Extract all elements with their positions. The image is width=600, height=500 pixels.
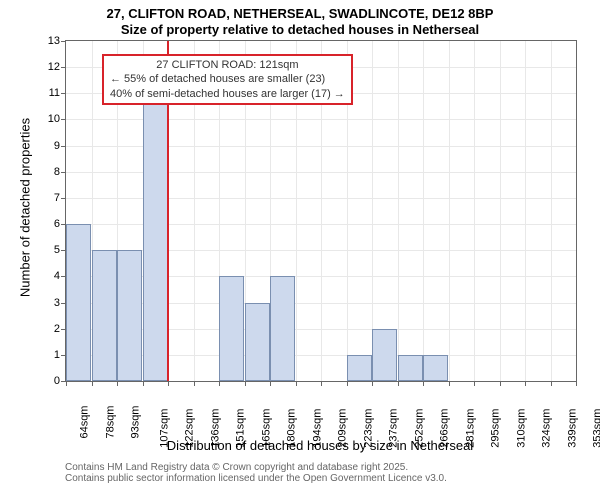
y-tick-mark bbox=[61, 172, 66, 173]
y-tick-mark bbox=[61, 119, 66, 120]
gridline-vertical bbox=[551, 41, 552, 381]
y-tick-mark bbox=[61, 41, 66, 42]
y-tick-mark bbox=[61, 198, 66, 199]
histogram-bar bbox=[270, 276, 295, 381]
y-tick-mark bbox=[61, 250, 66, 251]
x-tick-mark bbox=[525, 381, 526, 386]
footer-line-2: Contains public sector information licen… bbox=[65, 473, 447, 484]
gridline-vertical bbox=[474, 41, 475, 381]
histogram-bar bbox=[92, 250, 117, 381]
title-line-1: 27, CLIFTON ROAD, NETHERSEAL, SWADLINCOT… bbox=[0, 6, 600, 22]
gridline-vertical bbox=[423, 41, 424, 381]
histogram-bar bbox=[66, 224, 91, 381]
annotation-line-1: 27 CLIFTON ROAD: 121sqm bbox=[110, 58, 345, 72]
y-tick-mark bbox=[61, 224, 66, 225]
title-line-2: Size of property relative to detached ho… bbox=[0, 22, 600, 38]
x-tick-label: 78sqm bbox=[100, 406, 116, 439]
x-tick-mark bbox=[500, 381, 501, 386]
histogram-bar bbox=[117, 250, 142, 381]
x-tick-mark bbox=[551, 381, 552, 386]
y-tick-mark bbox=[61, 93, 66, 94]
y-tick-mark bbox=[61, 146, 66, 147]
x-tick-mark bbox=[66, 381, 67, 386]
histogram-bar bbox=[347, 355, 372, 381]
x-tick-mark bbox=[245, 381, 246, 386]
gridline-vertical bbox=[500, 41, 501, 381]
x-tick-label: 64sqm bbox=[75, 406, 91, 439]
x-tick-mark bbox=[347, 381, 348, 386]
x-tick-mark bbox=[321, 381, 322, 386]
histogram-bar bbox=[372, 329, 397, 381]
x-tick-mark bbox=[143, 381, 144, 386]
x-tick-mark bbox=[296, 381, 297, 386]
x-tick-mark bbox=[194, 381, 195, 386]
x-tick-label: 93sqm bbox=[126, 406, 142, 439]
histogram-bar bbox=[143, 93, 168, 381]
histogram-bar bbox=[219, 276, 244, 381]
x-tick-mark bbox=[168, 381, 169, 386]
histogram-bar bbox=[245, 303, 270, 381]
histogram-bar bbox=[423, 355, 448, 381]
y-tick-mark bbox=[61, 67, 66, 68]
chart-title: 27, CLIFTON ROAD, NETHERSEAL, SWADLINCOT… bbox=[0, 0, 600, 37]
chart-container: 27, CLIFTON ROAD, NETHERSEAL, SWADLINCOT… bbox=[0, 0, 600, 500]
x-tick-mark bbox=[92, 381, 93, 386]
footer-line-1: Contains HM Land Registry data © Crown c… bbox=[65, 462, 447, 473]
annotation-line-3: 40% of semi-detached houses are larger (… bbox=[110, 87, 345, 101]
x-tick-mark bbox=[423, 381, 424, 386]
y-axis-label: Number of detached properties bbox=[18, 108, 33, 308]
x-tick-mark bbox=[219, 381, 220, 386]
y-tick-mark bbox=[61, 355, 66, 356]
gridline-vertical bbox=[449, 41, 450, 381]
y-tick-mark bbox=[61, 276, 66, 277]
x-tick-mark bbox=[576, 381, 577, 386]
x-tick-mark bbox=[117, 381, 118, 386]
x-tick-mark bbox=[372, 381, 373, 386]
y-tick-mark bbox=[61, 303, 66, 304]
x-tick-mark bbox=[270, 381, 271, 386]
annotation-line-2: ← 55% of detached houses are smaller (23… bbox=[110, 72, 345, 86]
histogram-bar bbox=[398, 355, 423, 381]
footer-text: Contains HM Land Registry data © Crown c… bbox=[65, 462, 447, 484]
x-tick-mark bbox=[398, 381, 399, 386]
x-tick-label: 353sqm bbox=[588, 409, 600, 448]
gridline-vertical bbox=[525, 41, 526, 381]
x-axis-label: Distribution of detached houses by size … bbox=[65, 438, 575, 453]
annotation-box: 27 CLIFTON ROAD: 121sqm ← 55% of detache… bbox=[102, 54, 353, 105]
y-tick-mark bbox=[61, 329, 66, 330]
x-tick-mark bbox=[449, 381, 450, 386]
x-tick-mark bbox=[474, 381, 475, 386]
gridline-vertical bbox=[398, 41, 399, 381]
